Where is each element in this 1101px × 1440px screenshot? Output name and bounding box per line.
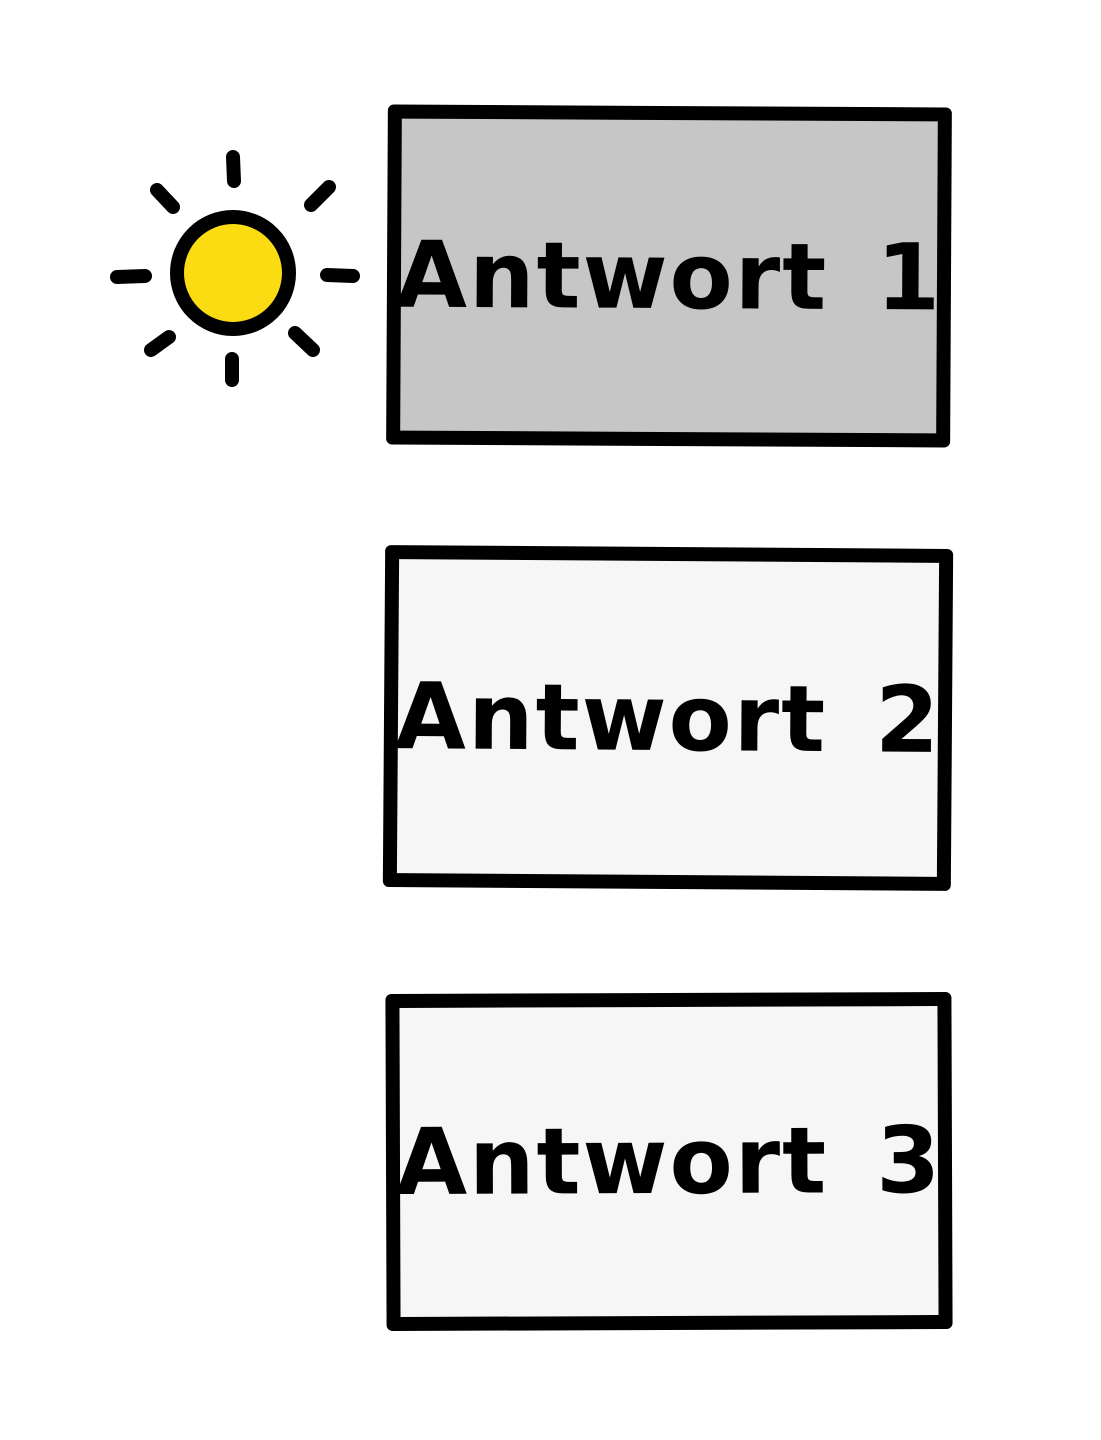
sun-icon	[110, 150, 360, 387]
answer-button-1[interactable]: Antwort 1	[386, 104, 952, 448]
answer-label: Antwort 1	[395, 221, 943, 331]
answer-label: Antwort 2	[394, 662, 942, 774]
answer-button-2[interactable]: Antwort 2	[382, 545, 954, 891]
answer-button-3[interactable]: Antwort 3	[385, 992, 953, 1331]
answer-label: Antwort 3	[395, 1107, 943, 1216]
